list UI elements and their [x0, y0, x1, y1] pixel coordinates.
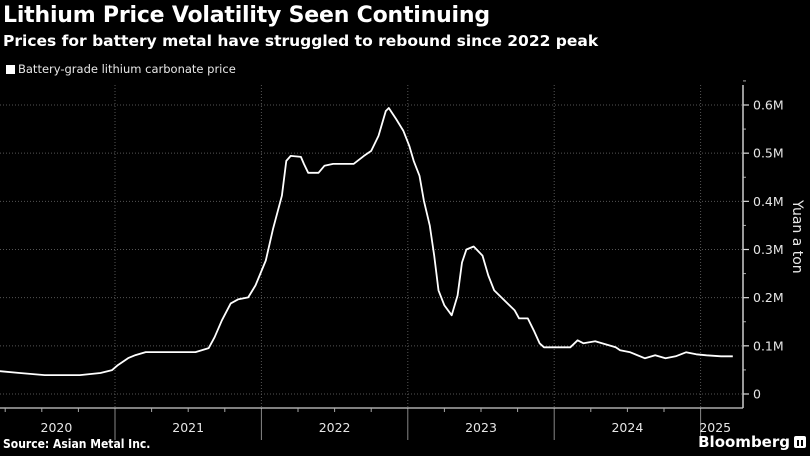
x-tick-label: 2023: [465, 420, 497, 435]
x-tick-label: 2021: [172, 420, 204, 435]
x-tick-label: 2020: [41, 420, 73, 435]
series-group: [0, 107, 733, 376]
y-tick-label: 0.1M: [753, 338, 784, 353]
legend: Battery-grade lithium carbonate price: [6, 62, 236, 76]
x-tick-label: 2022: [319, 420, 351, 435]
legend-swatch: [6, 64, 15, 74]
bloomberg-logo-icon: [794, 436, 806, 448]
x-tick-label: 2025: [699, 420, 731, 435]
x-axis: 2020 2021 2022 2023 2024 2025: [0, 407, 743, 440]
bloomberg-brand: Bloomberg: [698, 433, 806, 451]
y-axis-label: Yuan a ton: [789, 199, 805, 274]
legend-label: Battery-grade lithium carbonate price: [18, 62, 236, 76]
y-tick-label: 0.3M: [753, 242, 784, 257]
chart-title: Lithium Price Volatility Seen Continuing: [3, 3, 490, 28]
y-axis: 0 0.1M 0.2M 0.3M 0.4M 0.5M 0.6M: [742, 80, 784, 408]
y-tick-label: 0: [753, 387, 761, 402]
chart-subtitle: Prices for battery metal have struggled …: [3, 32, 599, 50]
gridlines: [0, 85, 743, 408]
x-tick-label: 2024: [611, 420, 643, 435]
y-tick-label: 0.2M: [753, 290, 784, 305]
y-tick-label: 0.4M: [753, 194, 784, 209]
y-tick-label: 0.6M: [753, 98, 784, 113]
source-note: Source: Asian Metal Inc.: [3, 437, 151, 451]
series-line: [0, 107, 733, 376]
y-tick-label: 0.5M: [753, 146, 784, 161]
brand-name: Bloomberg: [698, 433, 790, 451]
